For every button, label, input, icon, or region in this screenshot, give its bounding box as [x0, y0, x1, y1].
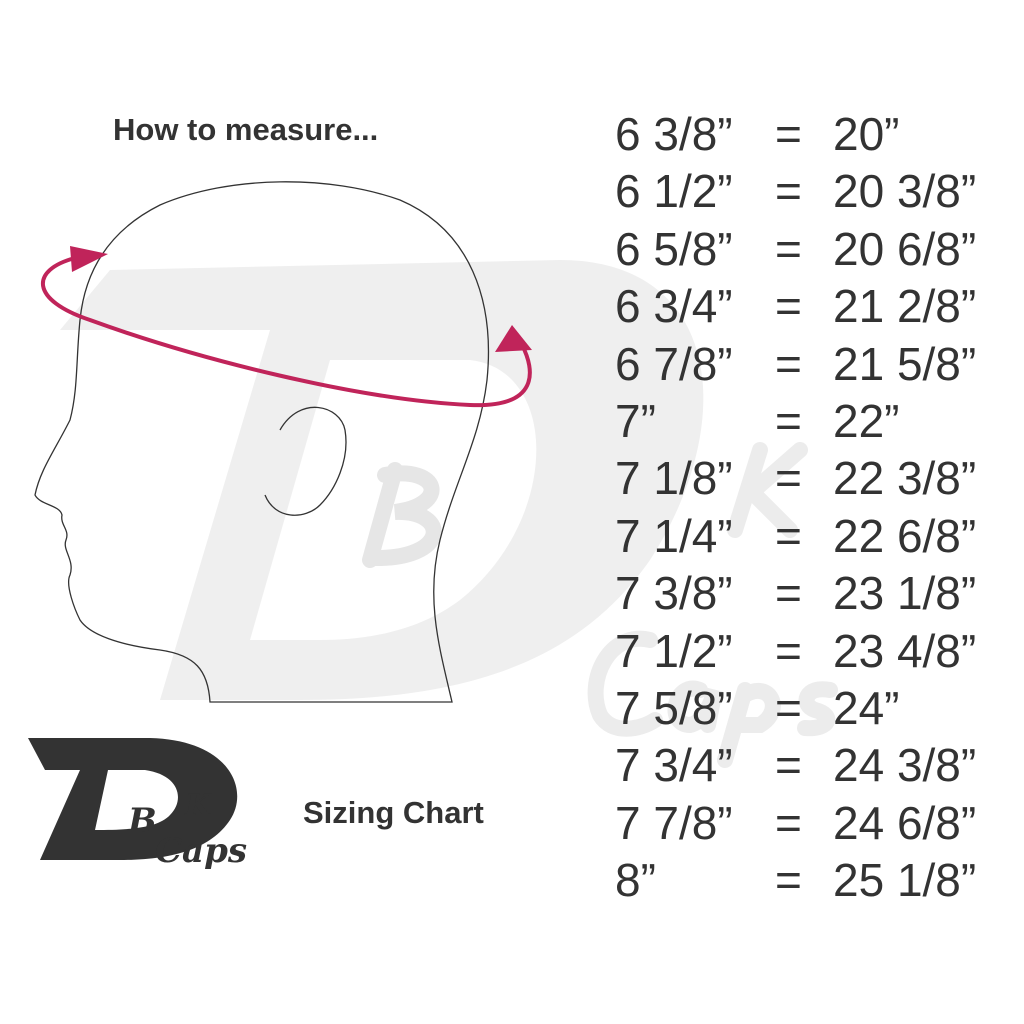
watermark-caps-shape: [587, 630, 838, 768]
hat-size: 6 3/8”: [615, 108, 733, 160]
equals-sign: =: [775, 624, 802, 677]
ear-outline: [264, 406, 347, 516]
head-circumference: 25 1/8”: [833, 854, 977, 907]
hat-size: 8”: [615, 854, 656, 907]
hat-size: 7 1/4”: [615, 509, 733, 562]
hat-size: 7 7/8”: [615, 796, 733, 849]
head-circumference: 23 4/8”: [833, 624, 977, 677]
head-outline: [34, 181, 490, 703]
hat-size: 6 1/2”: [615, 165, 733, 218]
watermark-letter-b-shape: [362, 462, 442, 568]
hat-size: 6 5/8”: [615, 222, 733, 275]
sizing-chart-caption: Sizing Chart: [303, 795, 484, 830]
equals-sign: =: [775, 165, 802, 218]
svg-text:Caps: Caps: [155, 831, 247, 871]
svg-text:B: B: [127, 801, 157, 841]
svg-text:K: K: [184, 788, 213, 823]
head-circumference: 22 3/8”: [833, 452, 977, 505]
hat-size: 7 3/8”: [615, 567, 733, 620]
hat-size: 7 1/8”: [615, 452, 733, 505]
equals-sign: =: [775, 567, 802, 620]
head-circumference: 21 2/8”: [833, 280, 977, 333]
equals-sign: =: [775, 854, 802, 907]
equals-sign: =: [775, 337, 802, 390]
how-to-measure-heading: How to measure...: [113, 112, 379, 147]
head-circumference: 20”: [833, 108, 900, 160]
hat-size: 7 5/8”: [615, 682, 733, 734]
head-circumference: 20 6/8”: [833, 222, 977, 275]
equals-sign: =: [775, 222, 802, 275]
equals-sign: =: [775, 452, 802, 505]
watermark-letter-k-shape: [727, 442, 808, 538]
hat-size: 6 7/8”: [615, 337, 733, 390]
head-circumference: 20 3/8”: [833, 165, 977, 218]
equals-sign: =: [775, 739, 802, 792]
head-circumference: 22”: [833, 395, 900, 447]
head-circumference: 24 3/8”: [833, 739, 977, 792]
head-circumference: 22 6/8”: [833, 509, 977, 562]
head-circumference: 21 5/8”: [833, 337, 977, 390]
head-circumference: 24”: [833, 682, 900, 734]
hat-size: 6 3/4”: [615, 280, 733, 333]
equals-sign: =: [775, 796, 802, 849]
arrow-head-left-icon: [70, 246, 108, 272]
head-circumference: 23 1/8”: [833, 567, 977, 620]
equals-sign: =: [775, 108, 802, 160]
equals-sign: =: [775, 509, 802, 562]
equals-sign: =: [775, 395, 802, 447]
hat-size: 7 1/2”: [615, 624, 733, 677]
arrow-head-right-icon: [495, 325, 532, 352]
equals-sign: =: [775, 682, 802, 734]
hat-size: 7 3/4”: [615, 739, 733, 792]
measure-tape-arrow: [41, 256, 532, 408]
head-circumference: 24 6/8”: [833, 796, 977, 849]
equals-sign: =: [775, 280, 802, 333]
hat-size: 7”: [615, 395, 656, 447]
